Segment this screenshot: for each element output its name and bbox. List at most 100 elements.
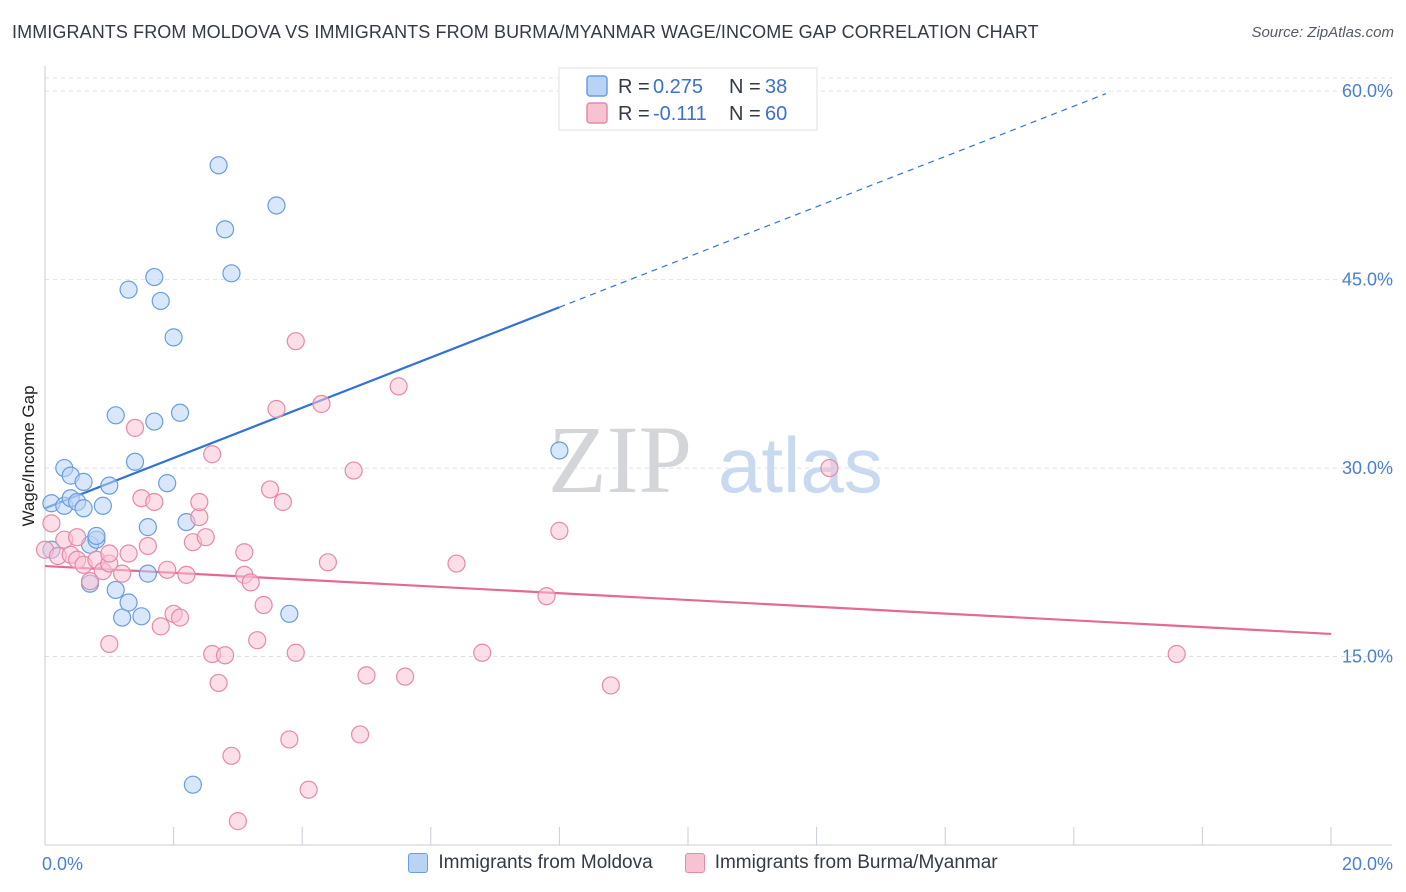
moldova-point-25 bbox=[145, 412, 164, 431]
burma-point-53 bbox=[395, 667, 415, 686]
moldova-point-20 bbox=[125, 452, 145, 471]
moldova-trend-extension bbox=[559, 93, 1107, 308]
moldova-point-19 bbox=[119, 280, 138, 299]
moldova-point-8 bbox=[74, 472, 93, 491]
burma-point-36 bbox=[235, 543, 254, 562]
burma-point-50 bbox=[350, 725, 370, 744]
legend-n-label-burma: N = bbox=[729, 103, 761, 125]
moldova-point-34 bbox=[222, 264, 241, 283]
burma-point-45 bbox=[286, 332, 305, 351]
burma-point-49 bbox=[344, 461, 363, 480]
burma-point-16 bbox=[125, 418, 145, 437]
y-tick-label-1: 30.0% bbox=[1342, 458, 1393, 478]
legend: R = 0.275 N = 38 R = -0.111 N = 60 bbox=[558, 67, 818, 131]
moldova-point-27 bbox=[158, 474, 177, 493]
moldova-point-31 bbox=[183, 775, 202, 794]
burma-point-38 bbox=[248, 631, 267, 650]
burma-point-30 bbox=[203, 445, 222, 464]
bottom-legend-swatch-burma bbox=[684, 853, 705, 873]
moldova-point-28 bbox=[164, 328, 183, 347]
burma-point-39 bbox=[254, 595, 273, 615]
burma-point-19 bbox=[145, 492, 164, 512]
burma-point-14 bbox=[113, 564, 132, 583]
bottom-legend-label-burma: Immigrants from Burma/Myanmar bbox=[714, 852, 998, 873]
moldova-point-22 bbox=[138, 518, 157, 537]
legend-n-label-moldova: N = bbox=[729, 76, 761, 98]
moldova-point-16 bbox=[106, 580, 125, 600]
burma-trend-line bbox=[44, 564, 1332, 636]
moldova-point-12 bbox=[87, 526, 106, 546]
burma-point-26 bbox=[190, 507, 209, 527]
burma-point-15 bbox=[119, 544, 138, 563]
y-axis-title: Wage/Income Gap bbox=[19, 385, 38, 526]
x-tick-label-1: 20.0% bbox=[1342, 854, 1393, 874]
moldova-point-13 bbox=[93, 496, 112, 515]
burma-point-51 bbox=[357, 666, 376, 685]
watermark-zip: ZIP bbox=[548, 406, 692, 513]
burma-point-23 bbox=[170, 608, 190, 627]
burma-point-57 bbox=[550, 521, 569, 540]
burma-point-21 bbox=[158, 560, 177, 579]
burma-point-37 bbox=[241, 573, 260, 592]
data-points bbox=[35, 156, 1186, 831]
y-tick-label-0: 15.0% bbox=[1342, 647, 1393, 667]
burma-point-58 bbox=[601, 676, 620, 695]
trend-lines bbox=[44, 93, 1332, 636]
moldova-point-15 bbox=[106, 406, 125, 425]
burma-point-18 bbox=[138, 536, 157, 556]
moldova-point-23 bbox=[138, 564, 157, 583]
burma-point-13 bbox=[100, 634, 119, 654]
burma-point-60 bbox=[1167, 644, 1186, 664]
moldova-trend-line bbox=[44, 306, 560, 510]
burma-point-56 bbox=[537, 587, 556, 606]
burma-point-8 bbox=[80, 572, 100, 591]
bottom-legend-label-moldova: Immigrants from Moldova bbox=[438, 852, 653, 873]
y-tick-label-3: 60.0% bbox=[1342, 81, 1393, 101]
source-label: Source: ZipAtlas.com bbox=[1251, 24, 1394, 41]
burma-point-52 bbox=[389, 377, 408, 396]
moldova-point-32 bbox=[209, 156, 228, 175]
burma-point-41 bbox=[267, 399, 286, 419]
moldova-point-33 bbox=[215, 220, 235, 239]
moldova-point-17 bbox=[113, 608, 132, 627]
burma-point-40 bbox=[260, 480, 280, 499]
burma-point-54 bbox=[447, 554, 466, 573]
burma-point-33 bbox=[222, 746, 241, 765]
y-tick-label-2: 45.0% bbox=[1342, 270, 1393, 290]
legend-swatch-burma bbox=[586, 102, 608, 124]
burma-point-59 bbox=[820, 458, 839, 478]
burma-point-31 bbox=[209, 673, 228, 693]
moldova-point-37 bbox=[550, 441, 569, 460]
legend-r-label-burma: R = bbox=[618, 103, 650, 125]
bottom-legend-item-moldova: Immigrants from Moldova bbox=[408, 852, 653, 874]
moldova-point-29 bbox=[170, 403, 190, 422]
moldova-point-18 bbox=[119, 593, 138, 612]
burma-point-47 bbox=[312, 394, 331, 414]
moldova-point-14 bbox=[100, 476, 119, 495]
burma-point-43 bbox=[280, 730, 299, 749]
watermark-atlas: atlas bbox=[718, 421, 883, 509]
legend-n-value-burma: 60 bbox=[765, 103, 787, 125]
legend-r-value-moldova: 0.275 bbox=[653, 76, 703, 98]
tick-labels: 15.0% 30.0% 45.0% 60.0% 0.0% 20.0% bbox=[42, 81, 1393, 874]
burma-point-32 bbox=[215, 646, 235, 665]
burma-point-42 bbox=[273, 492, 293, 512]
legend-r-label-moldova: R = bbox=[618, 76, 650, 98]
burma-point-1 bbox=[42, 514, 61, 533]
moldova-point-24 bbox=[145, 267, 164, 287]
watermark: ZIP atlas bbox=[548, 406, 883, 513]
moldova-point-21 bbox=[132, 607, 151, 626]
legend-n-value-moldova: 38 bbox=[765, 76, 787, 98]
bottom-legend-swatch-moldova bbox=[408, 853, 429, 873]
legend-r-value-burma: -0.111 bbox=[653, 103, 707, 125]
moldova-point-35 bbox=[267, 196, 286, 215]
moldova-point-7 bbox=[74, 499, 93, 518]
burma-point-48 bbox=[318, 553, 338, 572]
bottom-legend: Immigrants from Moldova Immigrants from … bbox=[0, 852, 1406, 874]
chart-title: IMMIGRANTS FROM MOLDOVA VS IMMIGRANTS FR… bbox=[12, 22, 1039, 42]
x-tick-label-0: 0.0% bbox=[42, 854, 83, 874]
legend-swatch-moldova bbox=[586, 75, 608, 97]
burma-point-55 bbox=[473, 643, 492, 662]
moldova-point-26 bbox=[151, 291, 170, 311]
